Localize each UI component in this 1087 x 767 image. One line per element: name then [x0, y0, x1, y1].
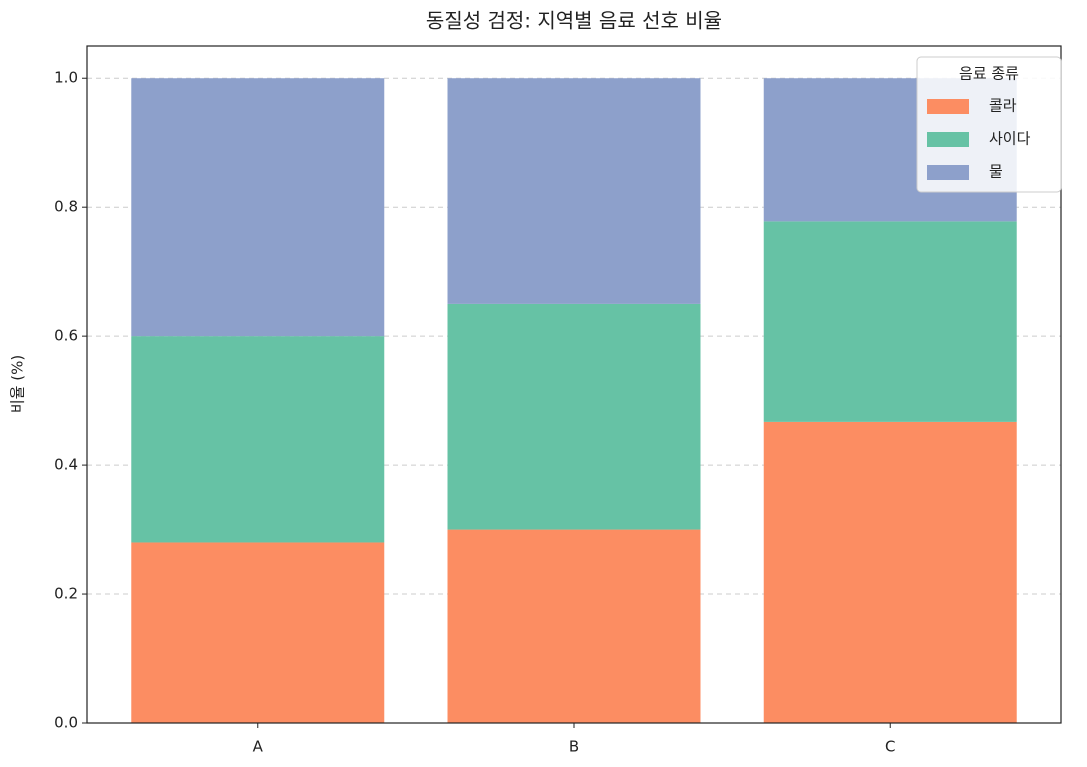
x-tick-label: B [569, 738, 579, 756]
y-tick-label: 0.4 [54, 456, 78, 474]
bar-segment [447, 303, 701, 530]
x-tick-label: C [885, 738, 895, 756]
bar-segment [131, 542, 385, 723]
legend-label: 사이다 [989, 130, 1031, 148]
bar-segment [763, 421, 1017, 723]
bar-segment [131, 78, 385, 337]
legend-swatch [927, 132, 969, 147]
plot-frame [86, 45, 1062, 724]
legend-label: 물 [989, 163, 1003, 181]
legend-swatch [927, 99, 969, 114]
x-tick-label: A [253, 738, 264, 756]
y-tick-label: 0.0 [54, 714, 78, 732]
bar-segment [447, 529, 701, 723]
y-tick-label: 1.0 [54, 69, 78, 87]
legend-swatch [927, 165, 969, 180]
y-tick-label: 0.8 [54, 198, 78, 216]
legend-title: 음료 종류 [959, 65, 1019, 83]
legend-box [916, 56, 1062, 193]
bar-segment [447, 78, 701, 304]
y-tick-label: 0.6 [54, 327, 78, 345]
bar-segment [131, 336, 385, 543]
bar-segment [763, 221, 1017, 422]
y-tick-label: 0.2 [54, 585, 78, 603]
chart-title: 동질성 검정: 지역별 음료 선호 비율 [426, 9, 722, 33]
y-axis-label: 비율 (%) [9, 355, 27, 413]
legend-label: 콜라 [989, 97, 1017, 115]
